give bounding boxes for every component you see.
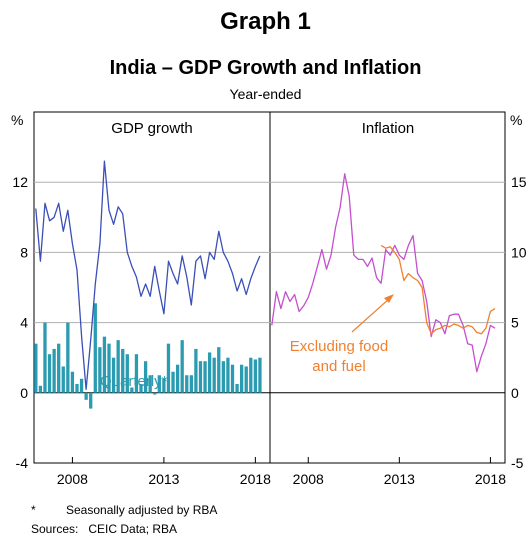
quarterly-bar: [84, 392, 88, 400]
inflation-panel-title: Inflation: [362, 120, 415, 137]
quarterly-bar: [153, 392, 157, 395]
quarterly-bar: [258, 357, 262, 393]
x-tick-label: 2013: [148, 471, 179, 487]
quarterly-bar: [98, 347, 102, 393]
inflation-line: [271, 173, 496, 373]
quarterly-bar: [134, 354, 139, 393]
excl-food-pointer: [351, 297, 391, 333]
quarterly-bar: [226, 357, 230, 393]
quarterly-bar: [130, 387, 134, 393]
quarterly-bar: [166, 343, 171, 393]
quarterly-bar: [111, 357, 116, 393]
y-tick-label: 4: [20, 315, 28, 331]
quarterly-bar: [235, 384, 239, 393]
quarterly-bar: [52, 348, 56, 393]
x-tick-label: 2008: [57, 471, 88, 487]
quarterly-bar: [239, 364, 244, 393]
left-y-unit-label: %: [11, 112, 23, 128]
quarterly-bar: [57, 343, 61, 393]
series-lines: [35, 160, 496, 390]
quarterly-bar: [189, 375, 193, 393]
quarterly-bar: [148, 375, 152, 393]
excl-food-pointer-head: [384, 294, 394, 303]
chart-subtitle: Year-ended: [229, 86, 302, 102]
quarterly-bar: [38, 385, 43, 393]
quarterly-bar: [221, 361, 225, 393]
gdp-panel-title: GDP growth: [111, 120, 192, 137]
y-tick-label: 0: [511, 385, 519, 401]
y-tick-label: -5: [511, 455, 524, 471]
footnote-marker: *: [31, 503, 36, 517]
quarterly-label: Quarterly*: [100, 373, 168, 390]
quarterly-bar: [143, 361, 148, 393]
quarterly-bar: [230, 364, 235, 393]
quarterly-bar: [47, 354, 52, 393]
quarterly-bar: [34, 343, 38, 393]
quarterly-bar: [139, 384, 143, 393]
y-tick-labels: -4 0 4 8 12 -5 0 5 10 15: [12, 174, 526, 471]
quarterly-bar: [107, 343, 111, 393]
quarterly-bar: [43, 322, 47, 393]
quarterly-bar: [207, 352, 212, 393]
quarterly-bar: [194, 348, 198, 393]
quarterly-bar: [121, 348, 125, 393]
quarterly-bars: [34, 303, 262, 409]
quarterly-bar: [89, 392, 93, 409]
quarterly-bar: [175, 364, 180, 393]
quarterly-bar: [79, 378, 84, 393]
y-tick-label: 15: [511, 174, 527, 190]
footnote-text: Seasonally adjusted by RBA: [66, 503, 218, 517]
quarterly-bar: [75, 384, 79, 393]
quarterly-bar: [249, 357, 253, 393]
quarterly-bar: [212, 357, 216, 393]
gdp-growth-line: [35, 160, 261, 390]
quarterly-bar: [217, 347, 221, 393]
grid-lines: [34, 181, 505, 394]
quarterly-bar: [180, 340, 184, 393]
quarterly-bar: [171, 371, 175, 393]
quarterly-bar: [70, 371, 75, 393]
quarterly-bar: [157, 375, 161, 393]
y-tick-label: 8: [20, 244, 28, 260]
y-tick-label: -4: [16, 455, 29, 471]
chart-title: India – GDP Growth and Inflation: [109, 57, 422, 79]
sources-text: Sources: CEIC Data; RBA: [31, 522, 178, 536]
excl-food-fuel-line: [380, 244, 496, 335]
x-tick-label: 2018: [475, 471, 506, 487]
x-tick-label: 2013: [384, 471, 415, 487]
y-tick-label: 10: [511, 244, 527, 260]
quarterly-bar: [125, 354, 129, 393]
y-tick-label: 12: [12, 174, 28, 190]
quarterly-bar: [203, 361, 207, 393]
quarterly-bar: [244, 366, 248, 393]
y-tick-label: 5: [511, 315, 519, 331]
quarterly-bar: [253, 359, 258, 393]
quarterly-bar: [162, 378, 166, 393]
quarterly-bar: [102, 336, 107, 393]
x-tick-label: 2008: [293, 471, 324, 487]
quarterly-bar: [93, 303, 97, 393]
quarterly-bar: [185, 375, 189, 393]
quarterly-bar: [198, 361, 203, 393]
quarterly-bar: [66, 322, 70, 393]
excl-food-label-line1: Excluding food: [290, 338, 388, 355]
quarterly-bar: [61, 366, 65, 393]
right-y-unit-label: %: [510, 112, 522, 128]
x-tick-labels: 2008 2013 2018 2008 2013 2018: [57, 457, 506, 487]
excl-food-label-line2: and fuel: [312, 358, 365, 375]
quarterly-bar: [116, 340, 120, 393]
x-tick-label: 2018: [240, 471, 271, 487]
graph-label: Graph 1: [220, 8, 311, 35]
y-tick-label: 0: [20, 385, 28, 401]
